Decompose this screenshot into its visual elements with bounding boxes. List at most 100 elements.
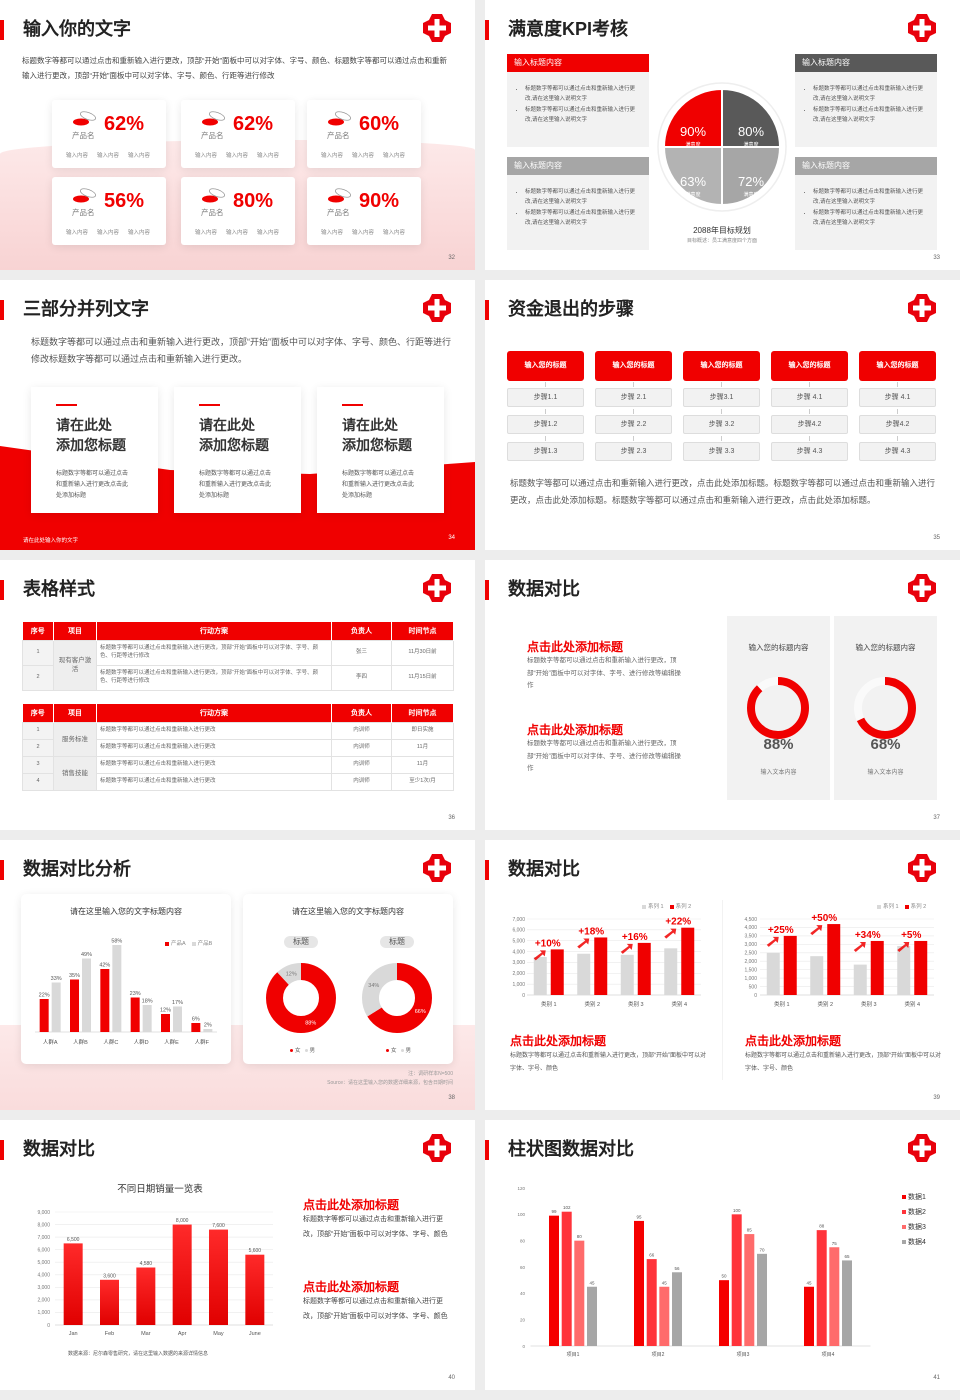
step-box: 步骤1.1 [507,388,584,407]
legend-label: 系列 2 [910,904,927,910]
logo-cross-icon [422,293,452,323]
panel-title: 输入您的标题内容 [748,643,809,652]
stat-panel: 输入您的标题内容 88% 输入文本内容 [727,616,830,800]
chart-legend: 系列 1 系列 2 [642,902,697,910]
box-header: 输入标题内容 [795,157,937,175]
category-label: 类别 3 [628,1000,644,1008]
legend-label: 女 [295,1048,301,1054]
step-column-header: 输入您的标题 [507,351,584,381]
step-box: 步骤4.2 [859,415,936,434]
row-time: 11月15日前 [391,664,454,691]
stat-panel: 输入您的标题内容 68% 输入文本内容 [834,616,937,800]
stat-item: 输入内容 [226,153,249,159]
panel-value: 68% [870,736,901,753]
data-label: 56 [674,1266,680,1271]
column-header: 时间节点 [391,622,454,640]
y-tick-label: 3,000 [512,960,525,966]
legend-label: 系列 1 [648,904,664,910]
row-project: 现有客户激活 [53,639,97,691]
source-text: Source：请在这里输入您的数据详细来源，包含日期时间 [327,1080,453,1086]
pill-icon [327,110,353,128]
pill-icon [201,187,227,205]
logo-cross-icon [422,13,452,43]
table-row: 1 现有客户激活 标题数字等都可以通过点击和重新输入进行更改，顶部“开始”面板中可以… [22,639,454,691]
row-plan: 标题数字等都可以通过点击和重新输入进行更改 [96,721,332,740]
connector-line [809,409,810,414]
data-label: 99 [551,1209,557,1214]
row-number: 3 [22,755,54,774]
bar [209,1229,228,1325]
legend-swatch [669,904,674,909]
data-label: 88 [819,1224,825,1229]
y-tick-label: 60 [520,1265,526,1270]
stat-value: 62% [104,113,145,135]
data-label: 80 [577,1234,583,1239]
legend-item: 系列 1 [877,904,899,910]
bar [594,937,608,995]
pie-quadrant [662,87,723,148]
stat-value: 60% [359,113,400,135]
progress-ring [747,677,809,739]
bar [816,1230,827,1346]
connector-line [545,409,546,414]
data-label: 17% [172,1000,183,1006]
bar [731,1214,742,1346]
growth-arrow-icon [766,936,779,947]
stat-item: 输入内容 [195,230,218,236]
row-plan: 标题数字等都可以通过点击和重新输入进行更改 [96,738,332,757]
legend-swatch [877,904,881,909]
y-tick-label: 0 [47,1323,50,1329]
legend-item: 系列 2 [669,904,691,910]
progress-ring-segment [747,677,809,739]
stat-item: 输入内容 [257,153,280,159]
y-tick-label: 4,000 [37,1273,50,1279]
legend-label: 系列 1 [883,904,899,910]
donut-segment [362,963,432,1033]
category-label: 项目1 [567,1352,580,1358]
growth-arrow-icon [853,941,866,952]
quadrant-value: 80% [738,124,764,139]
slide-title: 三部分并列文字 [23,299,149,319]
y-tick-label: 7,000 [37,1235,50,1241]
bar [829,1247,840,1346]
row-number: 4 [22,772,54,791]
pill-icon [72,187,98,205]
donut-label: 34% [368,983,379,989]
category-label: 人群A [43,1038,58,1046]
bar [142,1005,152,1032]
stat-item: 输入内容 [195,153,218,159]
page-number: 38 [448,1095,455,1101]
y-tick-label: 2,500 [744,951,757,957]
card-red-line [342,404,363,406]
connector-line [545,382,546,387]
stat-item: 输入内容 [321,153,344,159]
growth-arrow-icon [897,941,910,952]
donut-segment [266,963,336,1033]
legend-swatch [904,904,909,909]
step-box: 步骤4.2 [771,415,848,434]
growth-label: +18% [578,926,604,937]
category-label: 类别 2 [584,1000,600,1008]
y-tick-label: 8,000 [37,1222,50,1228]
bar [804,1286,814,1346]
step-box: 步骤 4.1 [771,388,848,407]
slide-33: 满意度KPI考核33输入标题内容标题数字等都可以通过点击和重新输入进行更改,请在… [485,0,960,270]
slide-38: 数据对比分析 38 请在这里输入您的文字标题内容 请在这里输入您的文字标题内容 22% 3… [0,840,475,1110]
step-box: 步骤 3.3 [683,442,760,461]
data-label: 4,580 [140,1261,153,1267]
step-column-header: 输入您的标题 [683,351,760,381]
donut-label: 88% [305,1021,316,1027]
connector-line [721,436,722,441]
donut-label: 12% [286,971,297,977]
legend-label: 产品B [197,941,213,947]
bar [719,1280,729,1346]
y-tick-label: 5,000 [37,1260,50,1266]
legend-item: 产品B [191,941,213,947]
block-title: 点击此处添加标题 [527,640,624,654]
legend-swatch [400,1049,404,1053]
title-accent-bar [485,1140,489,1160]
bar [744,1234,755,1346]
row-time: 即日实施 [391,721,454,740]
pie-quadrant [662,146,723,207]
pill-icon [72,110,98,128]
